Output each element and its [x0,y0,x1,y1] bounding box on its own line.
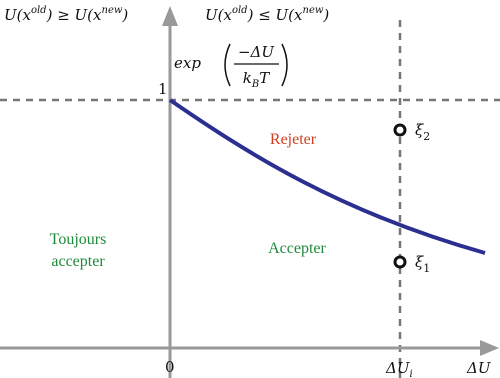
y-arrow [162,6,178,26]
paren [281,43,288,87]
x-label: ΔU [466,359,492,377]
always-label: accepter [51,253,105,270]
reject-label: Rejeter [270,131,317,148]
curve [168,98,486,255]
paren [224,43,231,87]
x-arrow [480,340,499,356]
always-label: Toujours [50,231,107,248]
accept-label: Accepter [268,240,326,257]
point-label: ξ1 [415,253,430,275]
condition-left: U(xold) ≥ U(xnew) [4,5,128,24]
y-one: 1 [158,80,168,98]
point [393,123,407,137]
origin: 0 [165,358,175,376]
point-label: ξ2 [415,121,430,143]
exp-func: exp [174,54,201,72]
condition-right: U(xold) ≤ U(xnew) [205,5,329,24]
denominator: kBT [243,69,270,90]
numerator: −ΔU [238,43,275,61]
x-mark: ΔUi [385,359,413,378]
point [393,255,407,269]
